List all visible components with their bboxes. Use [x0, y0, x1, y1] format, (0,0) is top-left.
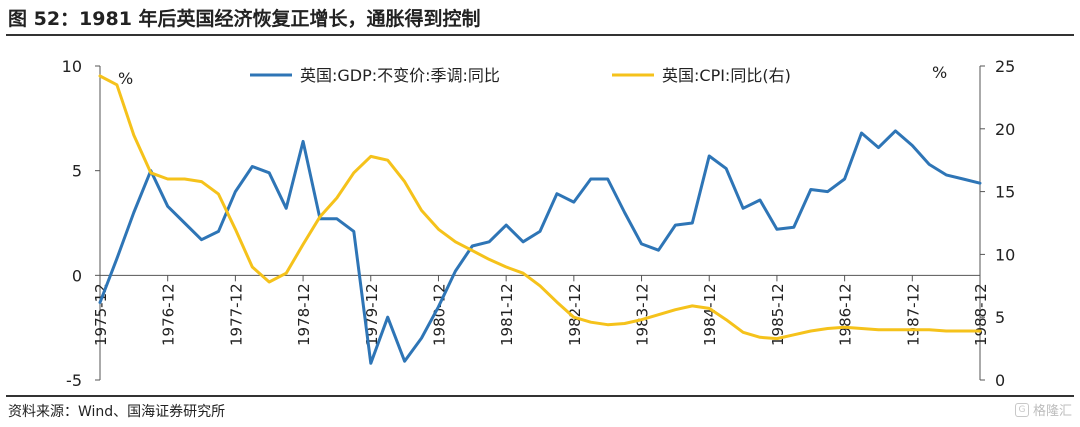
source-note: 资料来源：Wind、国海证券研究所: [8, 404, 226, 420]
cpi-series-line: [98, 74, 982, 341]
x-tick-label: 1988-12: [972, 283, 990, 346]
y-left-tick-label: 0: [72, 266, 82, 285]
x-tick-label: 1983-12: [634, 283, 652, 346]
y-right-tick-label: 5: [995, 308, 1005, 327]
y-left-tick-label: -5: [66, 371, 82, 390]
x-tick-label: 1985-12: [769, 283, 787, 346]
y-left-tick-label: 5: [72, 162, 82, 181]
watermark: G 格隆汇: [1014, 400, 1072, 419]
x-tick-label: 1978-12: [295, 283, 313, 346]
y-left-unit-label: %: [118, 69, 133, 88]
y-right-tick-label: 15: [995, 183, 1015, 202]
x-tick-label: 1975-12: [92, 283, 110, 346]
y-right-tick-label: 10: [995, 245, 1015, 264]
axes-layer: -5 0 5 10 0 5 10 15 20 25% % 1975-12 1976-12 1977-12 1…: [62, 57, 1016, 390]
gdp-series-line: [98, 129, 982, 365]
y-right-tick-label: 0: [995, 371, 1005, 390]
series-layer: [98, 74, 982, 365]
legend: 英国:GDP:不变价:季调:同比 英国:CPI:同比(右): [250, 66, 791, 85]
y-right-tick-label: 25: [995, 57, 1015, 76]
legend-label: 英国:CPI:同比(右): [662, 66, 791, 85]
x-tick-label: 1977-12: [227, 283, 245, 346]
y-right-unit-label: %: [932, 63, 947, 82]
x-tick-label: 1986-12: [837, 283, 855, 346]
x-tick-label: 1980-12: [430, 283, 448, 346]
legend-label: 英国:GDP:不变价:季调:同比: [300, 66, 500, 85]
x-tick-label: 1981-12: [498, 283, 516, 346]
watermark-logo-icon: G: [1014, 402, 1029, 417]
y-left-tick-label: 10: [62, 57, 82, 76]
y-right-tick-label: 20: [995, 120, 1015, 139]
bottom-rule: [6, 395, 1074, 397]
x-tick-label: 1984-12: [701, 283, 719, 346]
top-rule: [6, 34, 1074, 36]
x-tick-label: 1976-12: [160, 283, 178, 346]
x-tick-label: 1987-12: [904, 283, 922, 346]
x-tick-label: 1982-12: [566, 283, 584, 346]
watermark-text: 格隆汇: [1032, 404, 1072, 419]
chart-title: 图 52：1981 年后英国经济恢复正增长，通胀得到控制: [8, 8, 481, 30]
